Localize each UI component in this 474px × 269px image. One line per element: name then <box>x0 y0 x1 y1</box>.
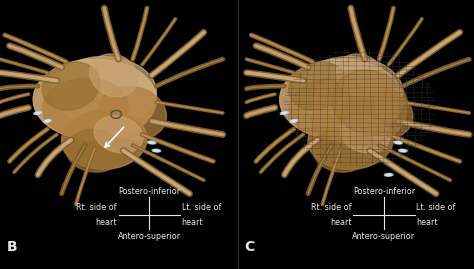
Text: Postero-inferior: Postero-inferior <box>353 187 415 196</box>
Ellipse shape <box>340 116 390 153</box>
Ellipse shape <box>45 120 50 122</box>
Ellipse shape <box>282 112 287 114</box>
Ellipse shape <box>384 174 393 176</box>
Ellipse shape <box>62 110 147 169</box>
Text: Lt. side of: Lt. side of <box>182 203 221 212</box>
Ellipse shape <box>152 149 161 152</box>
Ellipse shape <box>90 54 138 97</box>
Ellipse shape <box>99 86 166 140</box>
Ellipse shape <box>292 120 296 122</box>
Ellipse shape <box>52 56 156 126</box>
Ellipse shape <box>395 142 401 143</box>
Ellipse shape <box>346 86 413 140</box>
Text: heart: heart <box>95 218 117 227</box>
Text: Rt. side of: Rt. side of <box>76 203 117 212</box>
Ellipse shape <box>299 56 403 126</box>
Ellipse shape <box>43 78 128 137</box>
Ellipse shape <box>336 54 384 97</box>
Text: heart: heart <box>330 218 352 227</box>
Ellipse shape <box>280 111 289 115</box>
Ellipse shape <box>308 110 393 169</box>
Ellipse shape <box>42 62 100 110</box>
Ellipse shape <box>289 78 374 137</box>
Ellipse shape <box>399 149 407 152</box>
Text: C: C <box>244 240 255 254</box>
Text: Postero-inferior: Postero-inferior <box>118 187 181 196</box>
Ellipse shape <box>313 129 370 172</box>
Ellipse shape <box>94 116 143 153</box>
Ellipse shape <box>394 141 402 144</box>
Ellipse shape <box>154 150 159 151</box>
Text: Antero-superior: Antero-superior <box>118 232 181 241</box>
Text: heart: heart <box>416 218 438 227</box>
Text: heart: heart <box>182 218 203 227</box>
Text: Lt. side of: Lt. side of <box>416 203 456 212</box>
Ellipse shape <box>34 111 42 115</box>
Ellipse shape <box>66 129 123 172</box>
Ellipse shape <box>147 141 156 144</box>
Ellipse shape <box>386 174 392 176</box>
Ellipse shape <box>313 70 408 145</box>
Ellipse shape <box>400 150 406 151</box>
Text: Rt. side of: Rt. side of <box>311 203 352 212</box>
Ellipse shape <box>332 70 408 134</box>
Ellipse shape <box>44 119 51 123</box>
Ellipse shape <box>33 59 156 140</box>
Ellipse shape <box>280 59 403 140</box>
Ellipse shape <box>290 119 298 123</box>
Ellipse shape <box>289 62 346 110</box>
Text: Antero-superior: Antero-superior <box>352 232 416 241</box>
Text: B: B <box>7 240 18 254</box>
Ellipse shape <box>35 112 41 114</box>
Ellipse shape <box>149 142 155 143</box>
